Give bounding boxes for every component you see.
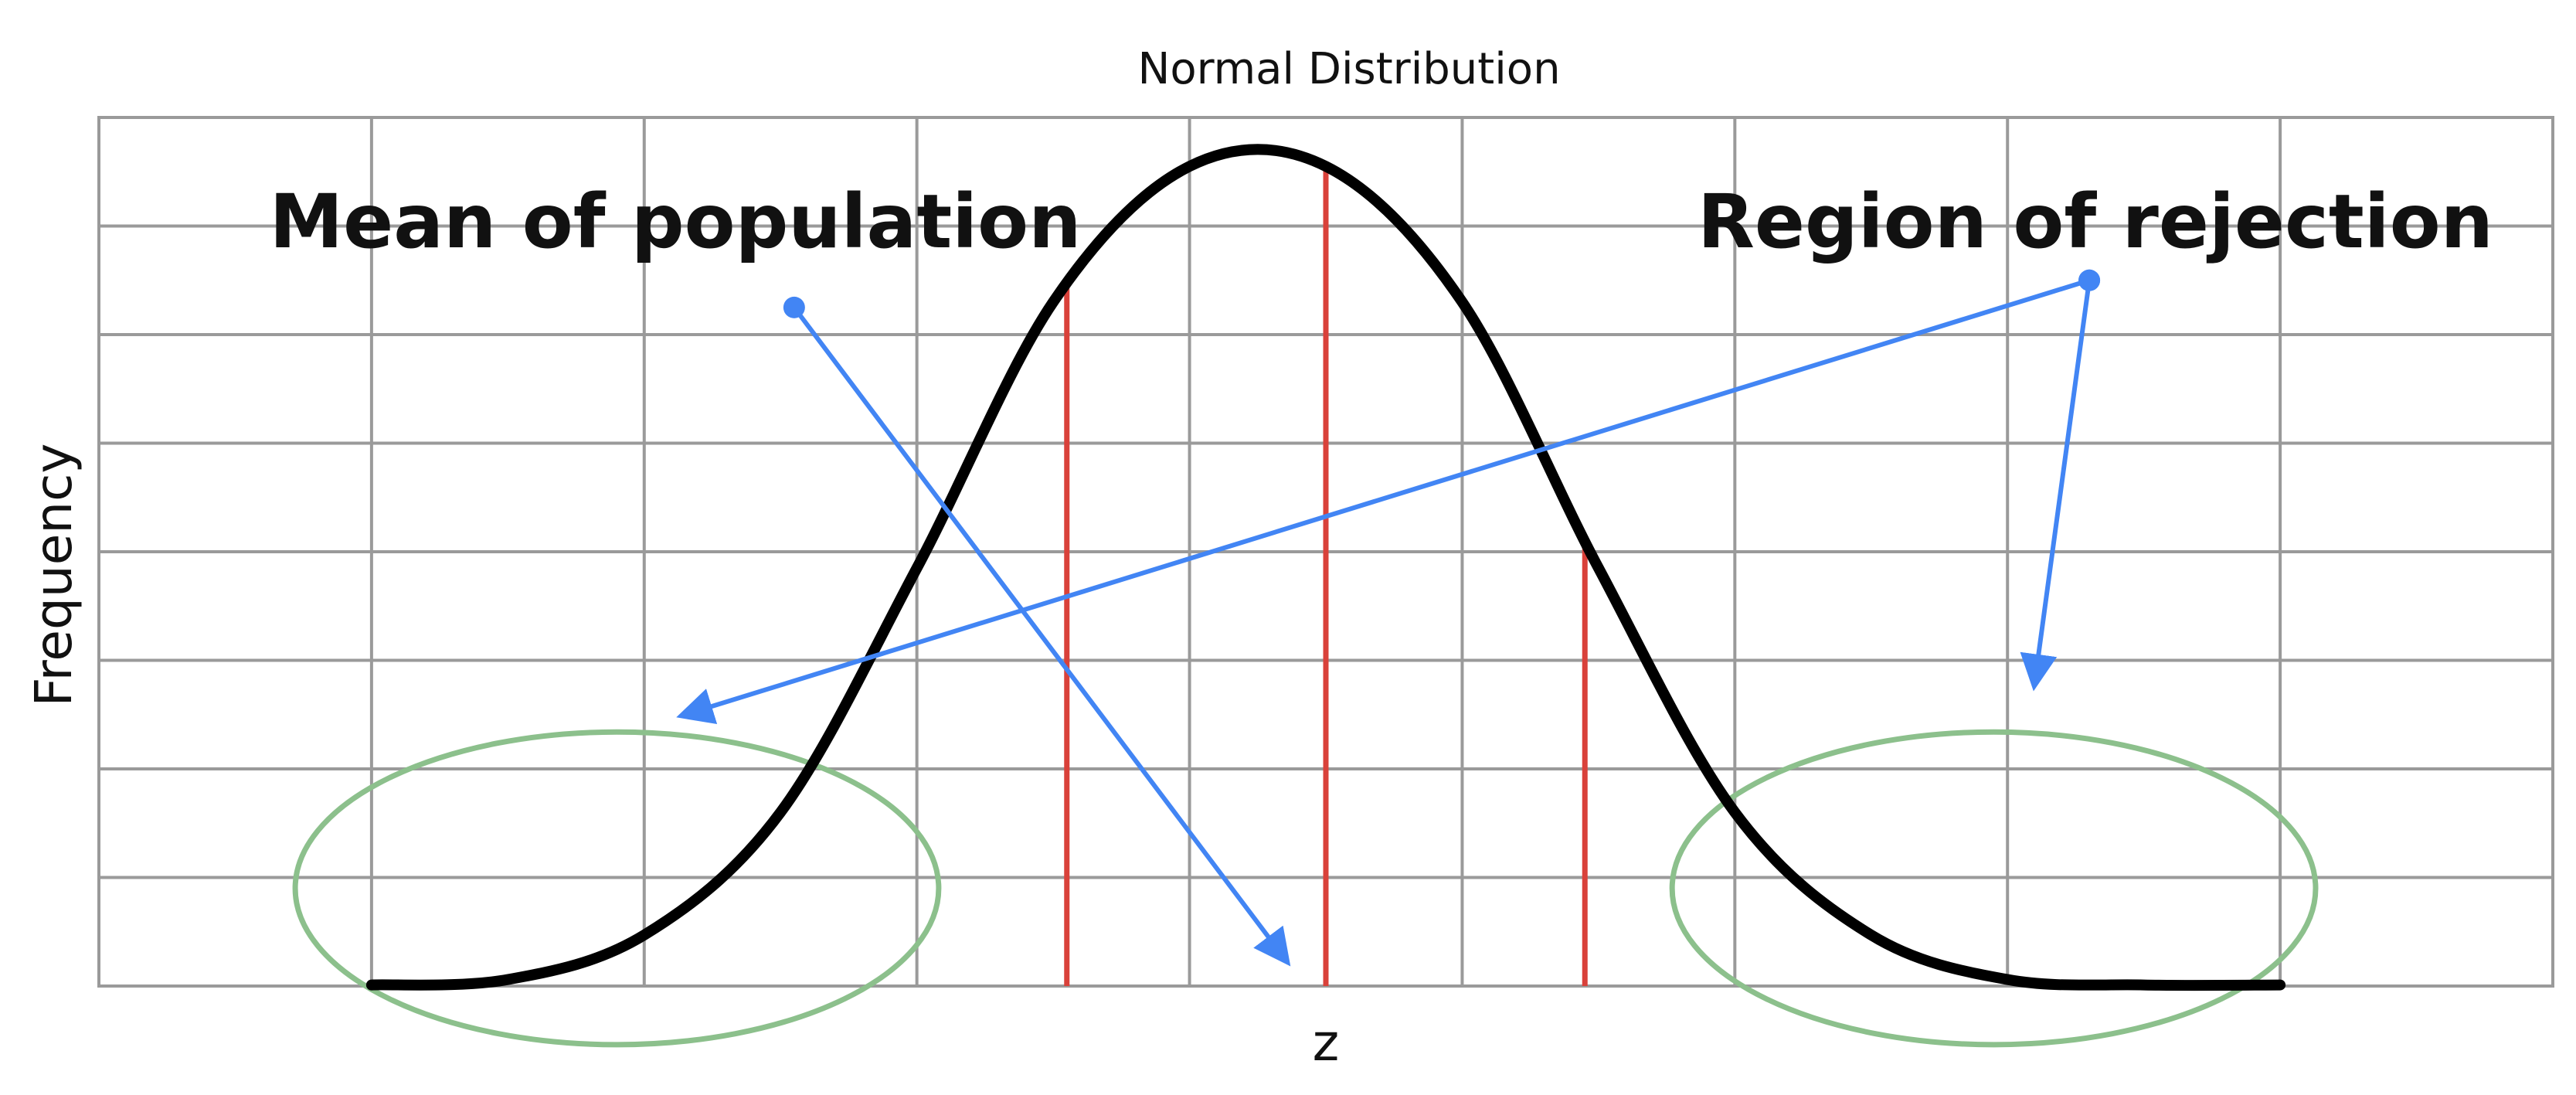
rejection-region-ellipse [292,729,942,1048]
annotation-mean-of-population: Mean of population [270,179,1082,265]
x-axis-label: z [1313,1013,1340,1073]
annotation-arrows [676,269,2101,967]
annotation-region-of-rejection: Region of rejection [1698,179,2493,265]
chart-title: Normal Distribution [1137,44,1560,94]
annotation-arrow-origin-dot [783,296,805,318]
rejection-region-ellipse [1669,729,2319,1048]
annotation-arrow [2020,280,2092,692]
annotation-arrow [676,277,2090,725]
y-axis-label: Frequency [24,444,83,707]
bell-curve [365,144,2286,991]
annotation-arrow-origin-dot [2078,269,2101,291]
rejection-regions [292,729,2319,1048]
annotation-arrow [792,306,1291,967]
critical-value-lines [1064,166,1588,986]
